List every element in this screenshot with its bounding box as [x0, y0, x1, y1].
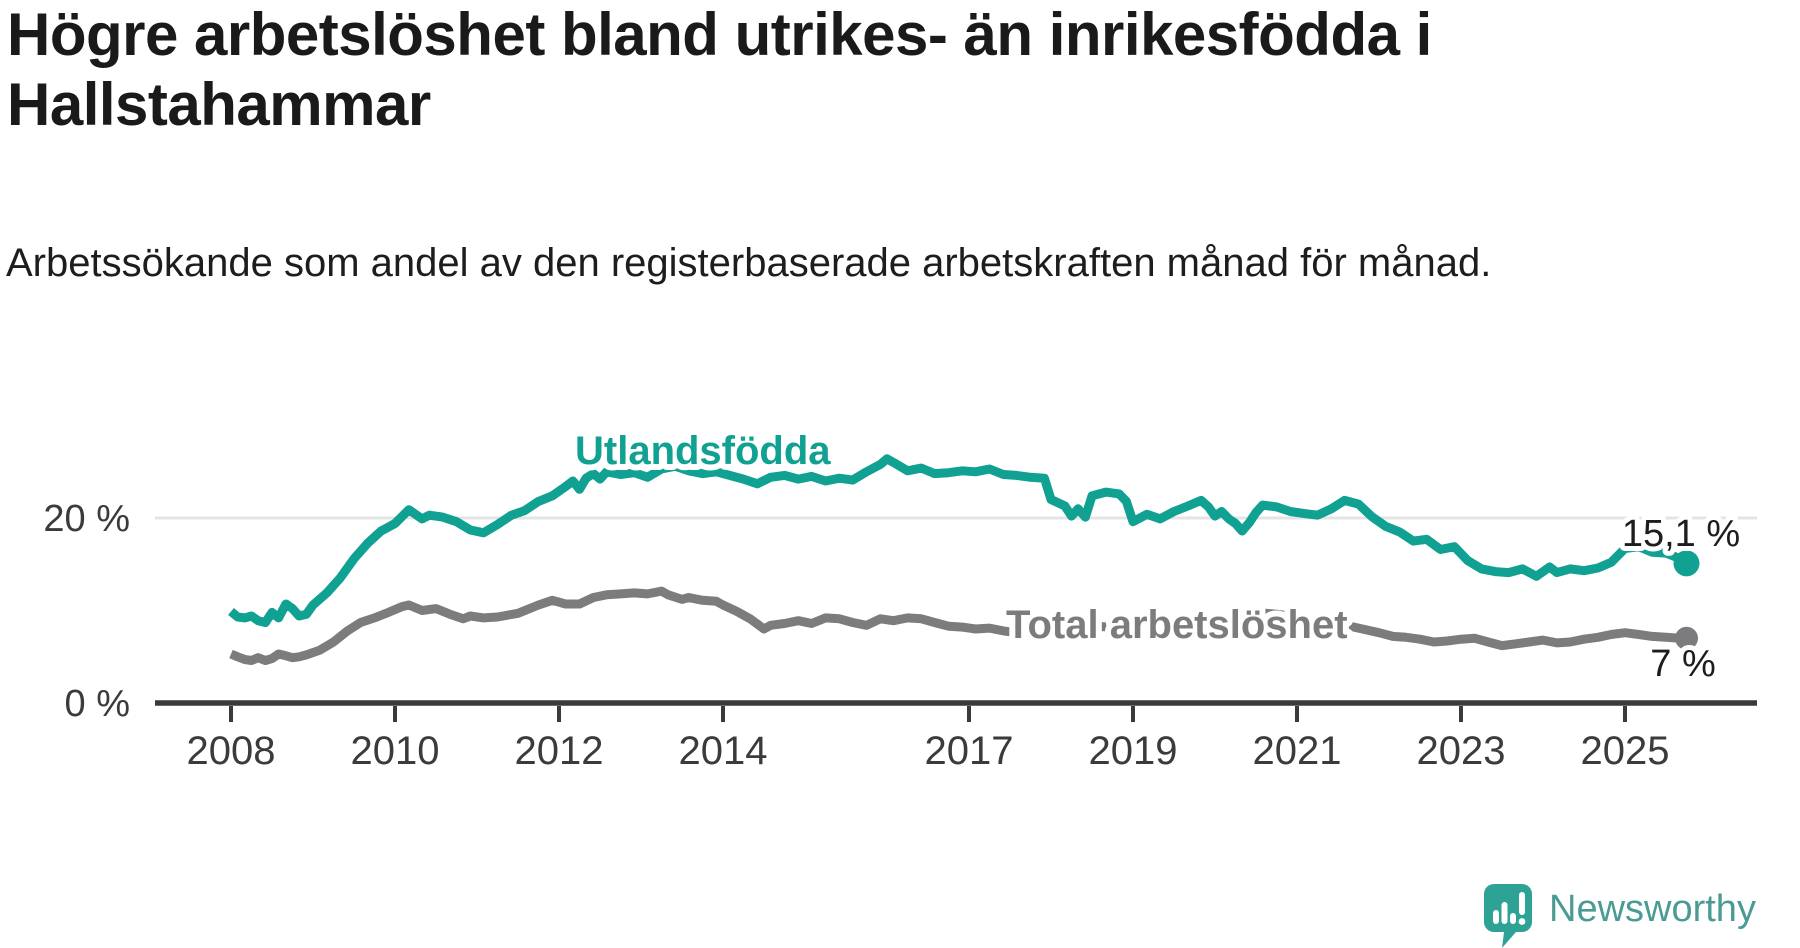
total-end-dot — [1675, 626, 1698, 650]
y-tick-label-20: 20 % — [43, 498, 130, 540]
foreign-born-series-label: Utlandsfödda — [575, 429, 831, 473]
newsworthy-branding: Newsworthy — [1484, 884, 1756, 948]
speech-bubble-shape — [1484, 884, 1532, 948]
bar-3 — [1510, 913, 1516, 924]
chart-title: Högre arbetslöshet bland utrikes- än inr… — [7, 1, 1432, 138]
x-tick-label-2025: 2025 — [1581, 729, 1670, 773]
bar-2 — [1501, 902, 1508, 924]
bar-1 — [1493, 910, 1499, 924]
foreign-born-line — [228, 454, 1690, 627]
x-tick-label-2012: 2012 — [515, 729, 604, 773]
exclamation-bar — [1519, 892, 1525, 915]
foreign-born-end-dot — [1673, 550, 1700, 577]
total-unemployment-line — [229, 586, 1687, 665]
newsworthy-logo-icon — [1484, 884, 1532, 948]
x-tick-label-2021: 2021 — [1253, 729, 1342, 773]
x-tick-label-2019: 2019 — [1089, 729, 1178, 773]
x-tick-label-2014: 2014 — [679, 729, 768, 773]
x-tick-label-2023: 2023 — [1417, 729, 1506, 773]
y-tick-label-0: 0 % — [65, 683, 130, 725]
total-value-label: 7 % — [1650, 643, 1715, 685]
x-tick-label-2008: 2008 — [187, 729, 276, 773]
x-tick-label-2010: 2010 — [351, 729, 440, 773]
exclamation-dot — [1518, 918, 1526, 925]
chart-subtitle: Arbetssökande som andel av den registerb… — [6, 241, 1492, 285]
x-tick-label-2017: 2017 — [925, 729, 1014, 773]
newsworthy-wordmark: Newsworthy — [1549, 888, 1756, 930]
foreign-born-value-label: 15,1 % — [1622, 513, 1740, 555]
total-series-label: Total arbetslöshet — [1006, 603, 1348, 647]
